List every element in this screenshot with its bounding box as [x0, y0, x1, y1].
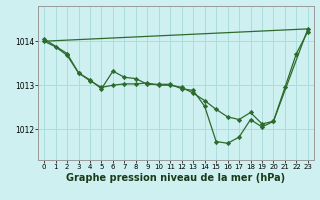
X-axis label: Graphe pression niveau de la mer (hPa): Graphe pression niveau de la mer (hPa): [67, 173, 285, 183]
